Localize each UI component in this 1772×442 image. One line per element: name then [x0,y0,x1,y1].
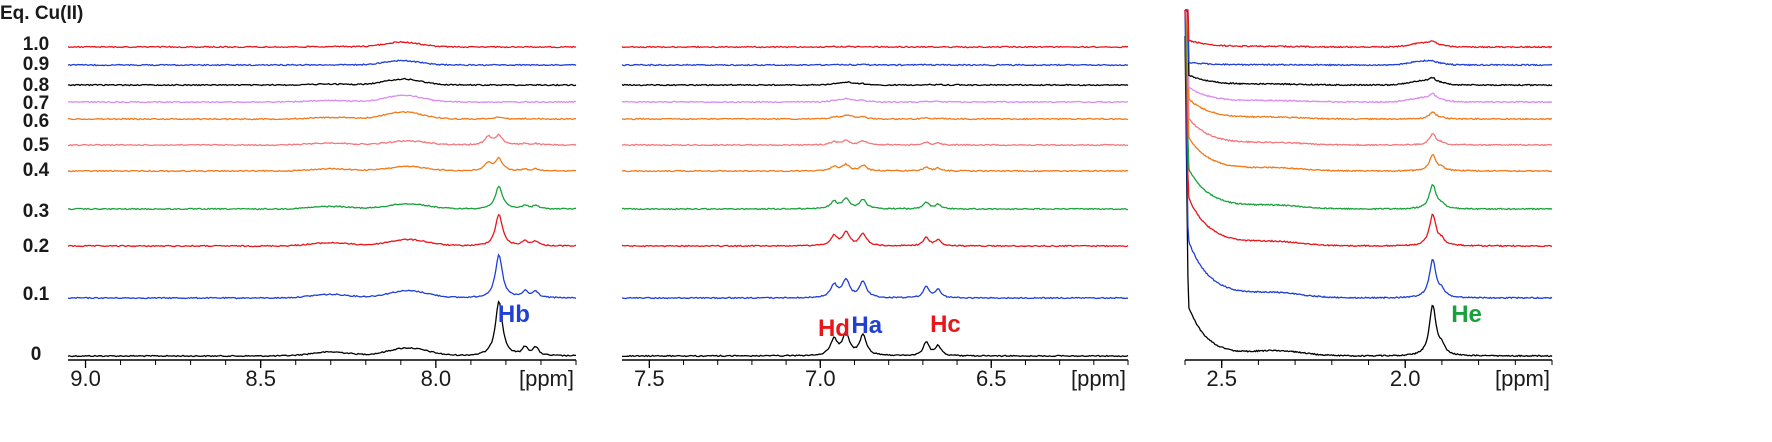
spectrum-trace [621,114,1129,121]
spectrum-trace [1185,9,1553,87]
spectrum-trace [1184,9,1553,300]
spectrum-trace [621,230,1129,248]
spectrum-trace [1184,35,1553,358]
spectrum-trace [1185,9,1553,104]
spectrum-trace [1185,9,1553,67]
unit-label: [ppm] [1495,366,1550,391]
x-tick-label: 9.0 [70,366,101,391]
spectrum-trace [67,300,577,358]
eq-label: 0.6 [23,111,49,132]
spectrum-trace [621,45,1128,49]
spectrum-trace [621,81,1129,87]
panel-aromatic-high: 9.0 8.5 8.0 [ppm] Hb [67,40,577,391]
spectrum-trace [68,110,577,121]
x-tick-label: 8.0 [421,366,452,391]
spectrum-trace [67,59,577,67]
spectrum-trace [1185,9,1553,49]
spectrum-trace [67,133,577,147]
spectrum-trace [67,213,577,248]
spectrum-trace [67,253,577,300]
eq-label: 0.4 [23,160,50,181]
eq-labels: 0 0.1 0.2 0.3 0.4 0.5 0.60.70.80.91.0 [23,34,50,365]
eq-label: 0.1 [23,284,50,305]
spectrum-trace [67,77,577,87]
eq-label: 0 [31,344,42,365]
peak-label: He [1451,301,1482,328]
eq-label: 0.7 [23,93,49,114]
eq-label: 0.5 [23,135,50,156]
spectrum-trace [621,97,1129,104]
spectrum-trace [1184,9,1553,248]
eq-label: 0.9 [23,54,49,75]
peak-label: Hc [930,311,961,338]
spectrum-trace [622,197,1129,211]
spectrum-trace [1185,9,1553,173]
peak-label: Hd [818,315,850,342]
x-tick-label: 2.5 [1206,366,1237,391]
x-tick-label: 2.0 [1390,366,1421,391]
spectrum-trace [67,185,577,211]
unit-label: [ppm] [1071,366,1126,391]
spectrum-trace [621,329,1129,358]
x-tick-label: 7.0 [805,366,836,391]
eq-label: 0.8 [23,75,49,96]
spectrum-trace [621,162,1129,173]
spectrum-trace [1185,9,1553,121]
legend-title: Eq. Cu(II) [0,3,83,24]
spectrum-trace [67,156,577,173]
x-tick-label: 6.5 [976,366,1007,391]
unit-label: [ppm] [519,366,574,391]
spectrum-trace [621,63,1129,67]
peak-label: Ha [851,312,882,339]
eq-label: 0.2 [23,236,49,257]
peak-label: Hb [498,301,530,328]
spectrum-trace [621,139,1129,147]
spectrum-trace [1185,9,1553,211]
eq-label: 0.3 [23,201,49,222]
x-tick-label: 7.5 [634,366,665,391]
x-tick-label: 8.5 [245,366,276,391]
panel-aliphatic: 2.5 2.0 [ppm] He [1184,9,1553,391]
eq-label: 1.0 [23,34,49,55]
spectrum-trace [621,277,1128,300]
panel-aromatic-low: 7.5 7.0 6.5 [ppm] Hd Ha Hc [621,45,1129,391]
spectrum-trace [1185,9,1553,147]
spectrum-trace [67,94,576,104]
spectrum-trace [67,40,577,49]
